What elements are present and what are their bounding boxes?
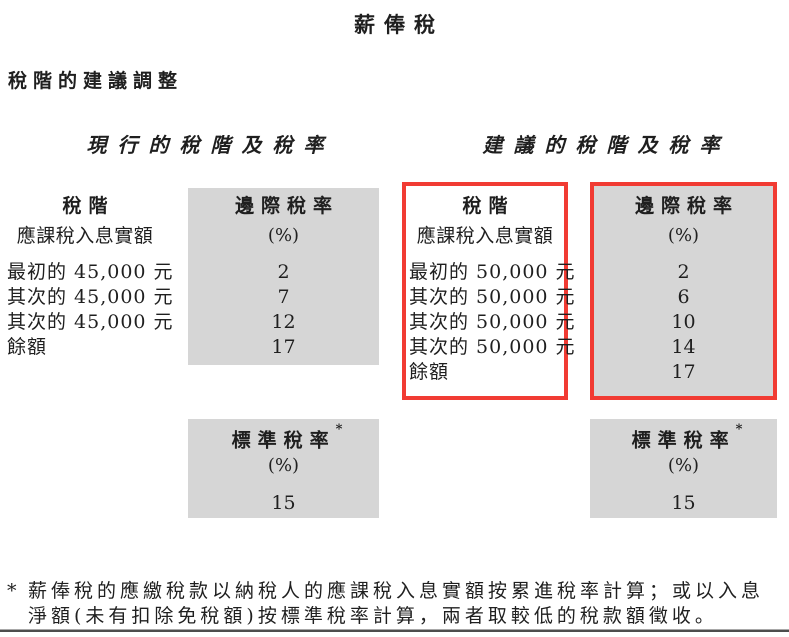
current-marginal-rate: 17 xyxy=(271,336,296,358)
proposed-column-title: 建議的稅階及稅率 xyxy=(482,133,731,157)
current-band-row: 其次的 45,000 元 xyxy=(7,311,174,333)
proposed-band-row: 其次的 50,000 元 xyxy=(409,336,576,358)
current-marginal-rate-box xyxy=(188,188,379,365)
proposed-marginal-rate: 2 xyxy=(677,261,690,283)
proposed-band-row: 餘額 xyxy=(409,361,450,383)
current-marginal-percent-label: (%) xyxy=(267,225,300,246)
proposed-standard-rate-box xyxy=(590,419,777,518)
proposed-band-row: 其次的 50,000 元 xyxy=(409,286,576,308)
proposed-marginal-header: 邊際稅率 xyxy=(634,195,739,217)
current-band-row: 餘額 xyxy=(7,336,48,358)
footnote-asterisk-icon: * xyxy=(335,422,343,437)
proposed-marginal-rate: 14 xyxy=(671,336,696,358)
proposed-marginal-rate: 10 xyxy=(671,311,696,333)
bottom-rule xyxy=(0,629,789,632)
current-band-header: 稅階 xyxy=(62,195,115,217)
current-standard-rate: 15 xyxy=(271,492,296,514)
proposed-band-row: 其次的 50,000 元 xyxy=(409,311,576,333)
footnote-marker: * xyxy=(7,580,21,602)
proposed-band-subheader: 應課稅入息實額 xyxy=(416,225,554,247)
current-standard-header: 標準稅率* xyxy=(188,422,379,452)
proposed-standard-header-text: 標準稅率 xyxy=(631,429,736,452)
proposed-band-highlight-box xyxy=(402,182,568,400)
current-standard-header-text: 標準稅率 xyxy=(231,429,336,452)
current-band-subheader: 應課稅入息實額 xyxy=(16,225,154,247)
proposed-marginal-percent-label: (%) xyxy=(667,225,700,246)
proposed-standard-header: 標準稅率* xyxy=(590,422,777,452)
proposed-marginal-rate: 17 xyxy=(671,361,696,383)
current-marginal-rate: 7 xyxy=(277,286,290,308)
proposed-band-row: 最初的 50,000 元 xyxy=(409,261,576,283)
footnote-line-1: 薪俸稅的應繳稅款以納稅人的應課稅入息實額按累進稅率計算；或以入息 xyxy=(28,580,765,602)
current-band-row: 其次的 45,000 元 xyxy=(7,286,174,308)
proposed-standard-rate: 15 xyxy=(671,492,696,514)
proposed-standard-percent-label: (%) xyxy=(667,455,700,476)
proposed-marginal-highlight-box xyxy=(590,182,777,400)
current-standard-rate-box xyxy=(188,419,379,518)
proposed-band-header: 稅階 xyxy=(462,195,515,217)
proposed-marginal-rate: 6 xyxy=(677,286,690,308)
section-title: 稅階的建議調整 xyxy=(8,70,184,92)
current-marginal-header: 邊際稅率 xyxy=(234,195,339,217)
current-marginal-rate: 12 xyxy=(271,311,296,333)
current-standard-percent-label: (%) xyxy=(267,455,300,476)
current-marginal-rate: 2 xyxy=(277,261,290,283)
footnote-line-2: 淨額(未有扣除免稅額)按標準稅率計算，兩者取較低的稅款額徵收。 xyxy=(28,605,718,627)
page-title: 薪俸稅 xyxy=(354,12,444,37)
current-column-title: 現行的稅階及稅率 xyxy=(86,133,335,157)
current-band-row: 最初的 45,000 元 xyxy=(7,261,174,283)
footnote-asterisk-icon: * xyxy=(735,422,743,437)
